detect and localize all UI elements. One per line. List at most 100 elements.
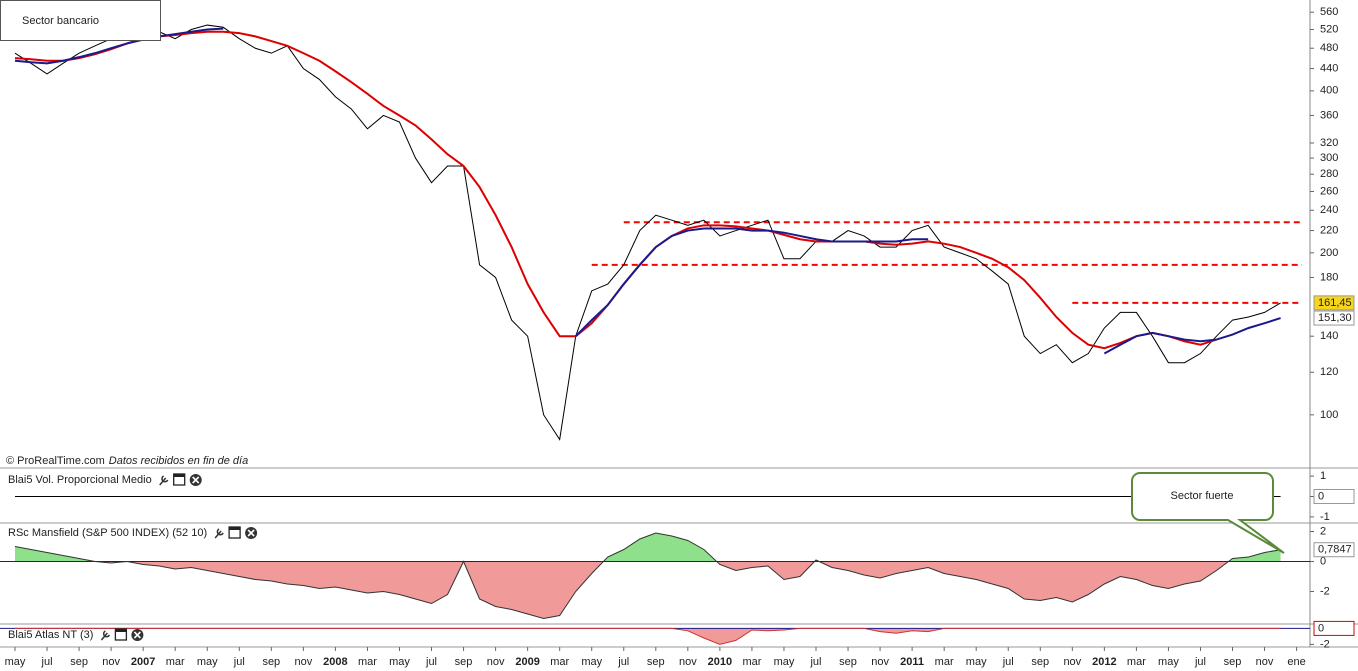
panel-title: Blai5 Vol. Proporcional Medio [8,474,152,486]
panel-title: RSc Mansfield (S&P 500 INDEX) (52 10) [8,527,207,539]
last-value-label: 151,30 [1318,312,1352,324]
x-tick-label: sep [839,656,857,668]
last-value-label: 161,45 [1318,297,1352,309]
x-tick-label: nov [679,656,697,668]
y-tick-label: 220 [1320,224,1338,236]
last-value-label: 0 [1318,490,1324,502]
x-tick-label: jul [233,656,245,668]
x-tick-label: jul [41,656,53,668]
y-tick-label: 280 [1320,168,1338,180]
x-tick-label: may [581,656,602,668]
x-tick-label: nov [294,656,312,668]
last-value-label: 0 [1318,622,1324,634]
y-tick-label: -1 [1320,511,1330,523]
x-tick-label: may [197,656,218,668]
callout [1131,472,1285,554]
x-tick-label: 2008 [323,656,347,668]
x-tick-label: 2012 [1092,656,1116,668]
callout-label: Sector fuerte [1171,490,1234,502]
x-tick-label: may [389,656,410,668]
x-tick-label: sep [647,656,665,668]
series-line [574,227,929,337]
x-tick-label: may [5,656,26,668]
source-note: © ProRealTime.com [6,455,105,467]
series-line [14,24,1281,441]
last-value-box [1313,620,1355,636]
last-value-box [1313,310,1355,326]
x-tick-label: sep [262,656,280,668]
y-tick-label: 560 [1320,6,1338,18]
close-cross [247,529,255,537]
x-tick-label: may [1158,656,1179,668]
panel-title: Blai5 Atlas NT (3) [8,629,93,641]
x-tick-label: jul [809,656,821,668]
x-tick-label: sep [1031,656,1049,668]
y-tick-label: 260 [1320,185,1338,197]
window-bar [229,527,241,530]
x-tick-label: nov [1256,656,1274,668]
x-tick-label: nov [487,656,505,668]
x-tick-label: mar [1127,656,1146,668]
y-tick-label: 240 [1320,204,1338,216]
y-tick-label: 300 [1320,152,1338,164]
x-tick-label: may [966,656,987,668]
x-tick-label: mar [358,656,377,668]
x-tick-label: mar [935,656,954,668]
close-cross [133,631,141,639]
y-tick-label: 140 [1320,330,1338,342]
series-line [15,627,1281,645]
last-value-box [1313,489,1355,504]
y-tick-label: 480 [1320,42,1338,54]
x-tick-label: mar [742,656,761,668]
x-tick-label: nov [1063,656,1081,668]
title-box [0,0,161,41]
x-tick-label: jul [617,656,629,668]
last-value-box [1313,295,1355,311]
series-line [14,27,224,65]
source-note-2: Datos recibidos en fin de día [109,455,248,467]
y-tick-label: 0 [1320,555,1326,567]
y-tick-label: 2 [1320,525,1326,537]
y-tick-label: -2 [1320,585,1330,597]
x-tick-label: may [774,656,795,668]
settings-icon[interactable] [214,528,224,539]
x-tick-label: mar [166,656,185,668]
y-tick-label: 520 [1320,23,1338,35]
series-line [14,532,1281,620]
y-tick-label: 180 [1320,271,1338,283]
x-tick-label: sep [455,656,473,668]
y-tick-label: 440 [1320,62,1338,74]
settings-icon[interactable] [159,475,169,486]
y-tick-label: 200 [1320,247,1338,259]
y-tick-label: 400 [1320,85,1338,97]
x-tick-label: 2010 [708,656,732,668]
series-line [1103,317,1281,355]
x-tick-label: jul [425,656,437,668]
last-value-label: 0,7847 [1318,544,1352,556]
x-tick-label: jul [1002,656,1014,668]
y-tick-label: -2 [1320,638,1330,650]
x-tick-label: nov [102,656,120,668]
y-tick-label: 1 [1320,470,1326,482]
last-value-box [1313,542,1355,558]
y-tick-label: 100 [1320,409,1338,421]
x-tick-label: 2009 [515,656,539,668]
x-tick-label: sep [70,656,88,668]
x-tick-label: sep [1224,656,1242,668]
area-negative [15,561,1281,619]
y-tick-label: 120 [1320,366,1338,378]
x-tick-label: nov [871,656,889,668]
x-tick-label: ene [1287,656,1305,668]
close-cross [192,476,200,484]
window-bar [173,474,185,477]
x-tick-label: 2007 [131,656,155,668]
settings-icon[interactable] [100,630,111,641]
x-tick-label: 2011 [900,656,924,668]
x-tick-label: mar [550,656,569,668]
y-tick-label: 320 [1320,137,1338,149]
x-tick-label: jul [1194,656,1206,668]
window-bar [115,629,127,632]
y-tick-label: 360 [1320,109,1338,121]
chart-title: Sector bancario [22,15,99,27]
